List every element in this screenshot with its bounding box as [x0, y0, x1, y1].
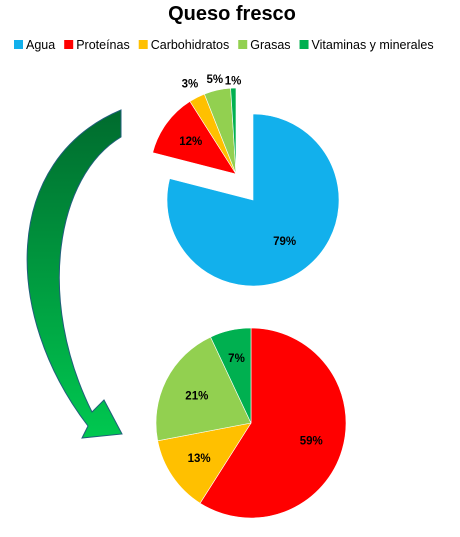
data-label-agua: 79%	[273, 236, 296, 248]
legend-swatch-agua	[14, 40, 23, 49]
data-label-proteinas: 59%	[300, 435, 323, 447]
slice-proteinas	[152, 100, 237, 175]
data-label-grasas: 5%	[206, 74, 223, 86]
slice-carbohidratos	[157, 422, 252, 504]
pie-chart-top: 79% 12% 3% 5% 1%	[152, 74, 340, 287]
legend-label-proteinas: Proteínas	[76, 38, 130, 52]
legend-swatch-grasas	[238, 40, 248, 49]
slice-vitaminas-y-minerales	[230, 87, 237, 175]
legend-label-vitaminas-y-minerales: Vitaminas y minerales	[312, 38, 434, 52]
pie-chart-bottom: 59% 13% 21% 7%	[155, 327, 347, 519]
legend-swatch-vitaminas-y-minerales	[299, 40, 309, 49]
data-label-carbohidratos: 3%	[182, 79, 199, 91]
legend-label-agua: Agua	[26, 38, 55, 52]
slice-grasas	[155, 336, 252, 442]
slice-proteinas	[199, 327, 347, 519]
chart-title: Queso fresco	[168, 3, 296, 25]
legend-label-carbohidratos: Carbohidratos	[151, 38, 230, 52]
slice-agua	[166, 113, 340, 287]
legend: Agua Proteínas Carbohidratos Grasas Vitamina…	[14, 38, 434, 52]
curved-arrow-icon	[26, 109, 123, 439]
data-label-carbohidratos: 13%	[188, 453, 211, 465]
legend-swatch-carbohidratos	[138, 40, 148, 49]
legend-label-grasas: Grasas	[250, 38, 290, 52]
legend-swatch-proteinas	[64, 40, 74, 49]
slice-vitaminas-y-minerales	[210, 327, 252, 424]
data-label-vitaminas-y-minerales: 1%	[225, 75, 242, 87]
data-label-grasas: 21%	[185, 390, 208, 402]
data-label-vitaminas-y-minerales: 7%	[228, 353, 245, 365]
data-label-proteinas: 12%	[179, 136, 202, 148]
